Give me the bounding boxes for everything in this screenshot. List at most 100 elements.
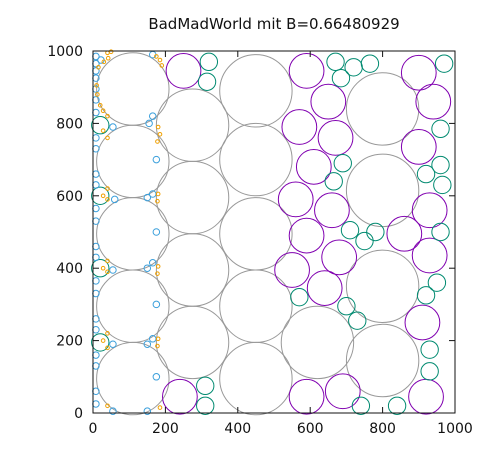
circle-purple-22 [162, 378, 198, 415]
circle-purple-14 [400, 129, 437, 165]
x-tick-label-4: 800 [369, 421, 396, 437]
circle-orange-4 [96, 64, 101, 70]
circle-purple-2 [310, 83, 347, 120]
circle-gray-6 [155, 160, 230, 235]
x-tick-label-0: 0 [89, 421, 98, 437]
circle-blue-17 [92, 289, 100, 298]
circle-purple-11 [306, 270, 343, 306]
circle-teal-31 [91, 333, 110, 352]
circle-blue-14 [92, 242, 100, 251]
y-tick-label-0: 0 [74, 406, 83, 422]
circle-blue-24 [109, 123, 117, 131]
circle-blue-12 [92, 204, 100, 213]
circle-orange-11 [105, 135, 110, 141]
circle-teal-1 [197, 72, 217, 91]
circle-blue-39 [152, 155, 161, 164]
circle-blue-36 [143, 340, 152, 348]
circle-teal-19 [290, 287, 309, 307]
circle-blue-40 [152, 228, 161, 236]
circle-blue-8 [92, 134, 100, 142]
circle-purple-5 [295, 148, 332, 185]
circle-orange-18 [105, 331, 110, 336]
circle-orange-27 [155, 139, 160, 144]
circle-teal-17 [427, 273, 447, 292]
circle-orange-14 [105, 197, 110, 202]
circle-gray-16 [345, 153, 420, 228]
chart-title: BadMadWorld mit B=0.66480929 [148, 15, 399, 33]
circle-teal-6 [434, 54, 454, 73]
circle-purple-4 [317, 120, 354, 156]
circle-teal-27 [387, 396, 407, 415]
circle-orange-23 [157, 57, 163, 63]
circle-blue-7 [92, 108, 100, 117]
circle-purple-12 [400, 54, 437, 91]
circle-blue-41 [152, 300, 161, 309]
circle-blue-31 [148, 112, 157, 120]
circle-blue-25 [110, 195, 119, 204]
circle-purple-8 [288, 217, 325, 254]
circle-blue-20 [92, 351, 100, 359]
circle-orange-30 [155, 264, 161, 269]
circle-teal-24 [196, 376, 215, 396]
circle-blue-9 [92, 144, 100, 153]
circle-teal-9 [324, 172, 343, 191]
circle-teal-28 [91, 116, 110, 135]
circle-purple-10 [274, 252, 310, 288]
circle-teal-16 [431, 222, 450, 242]
circle-orange-16 [100, 265, 106, 271]
circle-teal-21 [348, 311, 367, 330]
circle-teal-15 [366, 222, 385, 242]
circle-orange-13 [100, 193, 106, 199]
circle-orange-9 [105, 113, 110, 119]
circle-teal-13 [340, 221, 360, 240]
x-tick-label-2: 400 [224, 421, 251, 437]
circle-orange-15 [105, 258, 110, 264]
circle-blue-26 [109, 266, 117, 274]
circle-orange-33 [155, 343, 160, 349]
circle-orange-24 [159, 63, 165, 68]
circle-orange-22 [154, 54, 159, 59]
circle-orange-21 [105, 403, 110, 409]
x-tick-label-5: 1000 [437, 421, 473, 437]
circle-blue-16 [92, 277, 100, 285]
circle-orange-0 [105, 50, 110, 56]
circle-blue-13 [92, 217, 100, 225]
circle-teal-29 [91, 186, 110, 205]
circle-blue-35 [148, 259, 157, 267]
circle-teal-18 [416, 286, 436, 305]
circle-gray-12 [219, 269, 293, 343]
circle-orange-1 [108, 49, 114, 55]
circle-teal-25 [196, 396, 215, 415]
circle-teal-5 [360, 54, 380, 73]
circle-blue-21 [92, 362, 100, 370]
plot-frame [92, 50, 456, 414]
circle-orange-17 [105, 269, 110, 275]
circle-purple-17 [411, 237, 448, 274]
circle-purple-19 [288, 378, 325, 415]
circle-teal-22 [420, 340, 439, 359]
circle-orange-10 [100, 128, 106, 133]
circle-gray-4 [96, 341, 170, 416]
circle-teal-11 [416, 164, 436, 184]
circle-teal-20 [337, 297, 356, 316]
circle-blue-15 [92, 253, 100, 262]
circle-blue-18 [92, 315, 100, 323]
circle-teal-14 [355, 231, 374, 251]
circle-purple-15 [411, 192, 448, 229]
circle-teal-26 [351, 396, 371, 415]
y-tick-label-3: 600 [56, 189, 83, 205]
circle-orange-28 [155, 191, 161, 197]
circle-gray-8 [155, 305, 230, 380]
circle-blue-32 [143, 193, 152, 202]
circle-purple-21 [408, 378, 444, 415]
circle-blue-27 [109, 340, 117, 348]
circle-gray-18 [345, 323, 420, 398]
circle-teal-12 [433, 175, 452, 195]
circle-layer [91, 49, 454, 416]
circle-teal-30 [91, 259, 110, 278]
circle-orange-34 [157, 405, 163, 410]
circle-purple-1 [288, 53, 325, 89]
circle-blue-38 [143, 407, 152, 415]
circle-orange-12 [105, 186, 110, 191]
